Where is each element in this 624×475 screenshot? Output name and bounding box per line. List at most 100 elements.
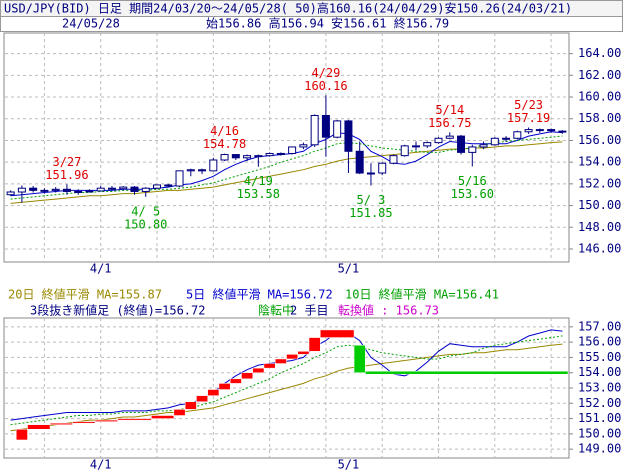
brick <box>274 358 287 364</box>
candle-body <box>119 186 128 190</box>
candle-body <box>209 159 218 172</box>
high-value-label: 160.16 <box>304 79 347 93</box>
brick <box>173 409 186 416</box>
y-tick-label: 149.00 <box>578 442 621 456</box>
y-tick-label: 152.00 <box>578 396 621 410</box>
candle-body <box>423 142 432 147</box>
candle-body <box>276 152 285 155</box>
brick <box>16 429 28 441</box>
candle-body <box>513 131 522 139</box>
status-text: 陰転中 <box>258 303 294 318</box>
low-date-label: 5/ 3 <box>356 193 385 207</box>
candle-body <box>490 137 499 146</box>
y-tick-label: 158.00 <box>578 111 621 125</box>
y-tick-label: 157.00 <box>578 319 621 333</box>
brick <box>151 415 175 419</box>
y-tick-label: 154.00 <box>578 365 621 379</box>
info-bar <box>0 16 623 32</box>
ma-line <box>10 135 563 200</box>
date-label: 24/05/28 <box>62 17 120 31</box>
high-date-label: 4/16 <box>210 124 239 138</box>
candle-body <box>29 187 38 191</box>
ohlc-label: 始156.86 高156.94 安156.61 終156.79 <box>206 16 449 31</box>
low-date-label: 5/16 <box>458 174 487 188</box>
high-value-label: 157.19 <box>507 111 550 125</box>
candle-body <box>355 150 364 174</box>
x-tick-label: 5/1 <box>338 262 360 276</box>
high-date-label: 5/14 <box>435 103 464 117</box>
brick <box>49 422 73 425</box>
y-tick-label: 155.00 <box>578 350 621 364</box>
candle-body <box>254 155 263 158</box>
candle-body <box>344 120 353 152</box>
brick <box>72 421 96 424</box>
status-text: 転換値 : 156.73 <box>338 303 439 318</box>
low-date-label: 4/19 <box>244 174 273 188</box>
y-tick-label: 152.00 <box>578 176 621 190</box>
ma-line <box>10 335 563 426</box>
candle-body <box>153 184 162 189</box>
y-tick-label: 164.00 <box>578 46 621 60</box>
brick <box>320 329 355 338</box>
candle-body <box>107 187 116 190</box>
candle-body <box>558 130 567 133</box>
candle-body <box>411 145 420 148</box>
chart-title: USD/JPY(BID) 日足 期間24/03/20～24/05/28( 50)… <box>4 1 572 16</box>
candle-body <box>164 184 173 187</box>
candle-body <box>40 189 49 192</box>
candle-body <box>288 146 297 154</box>
candle-body <box>535 129 544 132</box>
candle-body <box>17 187 26 193</box>
candle-body <box>434 137 443 144</box>
y-tick-label: 150.00 <box>578 426 621 440</box>
candle-body <box>479 144 488 148</box>
candle-body <box>502 137 511 140</box>
candle-body <box>468 146 477 153</box>
brick <box>353 344 366 373</box>
y-tick-label: 146.00 <box>578 241 621 255</box>
x-tick-label: 4/1 <box>90 262 112 276</box>
candle-body <box>547 129 556 132</box>
candle-body <box>400 145 409 157</box>
y-tick-label: 154.00 <box>578 155 621 169</box>
low-date-label: 4/ 5 <box>131 204 160 218</box>
y-tick-label: 156.00 <box>578 335 621 349</box>
brick <box>241 372 253 380</box>
brick <box>117 418 152 421</box>
y-tick-label: 156.00 <box>578 133 621 147</box>
brick <box>263 363 276 369</box>
high-value-label: 151.96 <box>45 168 88 182</box>
brick <box>286 354 299 360</box>
candle-body <box>333 120 342 138</box>
status-text: 3段抜き新値足 (終値)=156.72 <box>30 303 205 318</box>
x-tick-label: 4/1 <box>90 458 112 472</box>
high-date-label: 3/27 <box>52 155 81 169</box>
candle-body <box>321 114 330 138</box>
high-value-label: 156.75 <box>428 116 471 130</box>
brick <box>196 395 208 403</box>
brick <box>297 351 310 355</box>
candle-body <box>186 169 195 172</box>
low-value-label: 150.80 <box>124 217 167 231</box>
high-date-label: 4/29 <box>311 66 340 80</box>
brick <box>27 424 51 430</box>
brick <box>229 378 242 384</box>
status-text: 2 手目 <box>290 304 328 318</box>
candle-body <box>175 170 184 187</box>
high-value-label: 154.78 <box>203 137 246 151</box>
legend-entry: 20日 終値平滑 MA=155.87 <box>8 287 162 302</box>
low-value-label: 153.60 <box>451 187 494 201</box>
candle-body <box>445 135 454 139</box>
legend-entry: 10日 終値平滑 MA=156.41 <box>345 287 499 302</box>
brick <box>94 419 118 422</box>
y-tick-label: 150.00 <box>578 198 621 212</box>
y-tick-label: 148.00 <box>578 220 621 234</box>
x-tick-label: 5/1 <box>338 458 360 472</box>
candle-body <box>6 191 15 196</box>
candle-body <box>524 129 533 133</box>
y-tick-label: 153.00 <box>578 381 621 395</box>
candle-body <box>62 188 71 192</box>
candle-body <box>265 152 274 157</box>
brick <box>207 389 220 396</box>
